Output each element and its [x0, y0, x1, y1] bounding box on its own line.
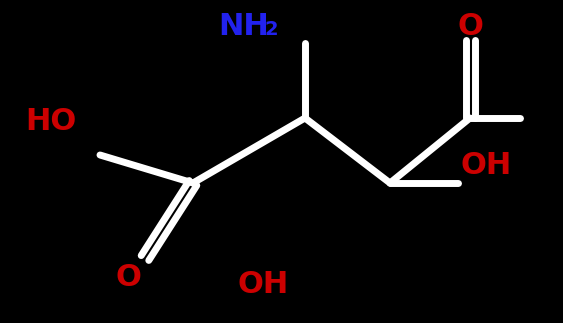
Text: O: O	[115, 263, 141, 292]
Text: OH: OH	[238, 270, 289, 299]
Text: OH: OH	[460, 151, 511, 180]
Text: HO: HO	[25, 108, 76, 137]
Text: O: O	[457, 12, 483, 41]
Text: NH: NH	[218, 12, 269, 41]
Text: 2: 2	[264, 20, 278, 39]
